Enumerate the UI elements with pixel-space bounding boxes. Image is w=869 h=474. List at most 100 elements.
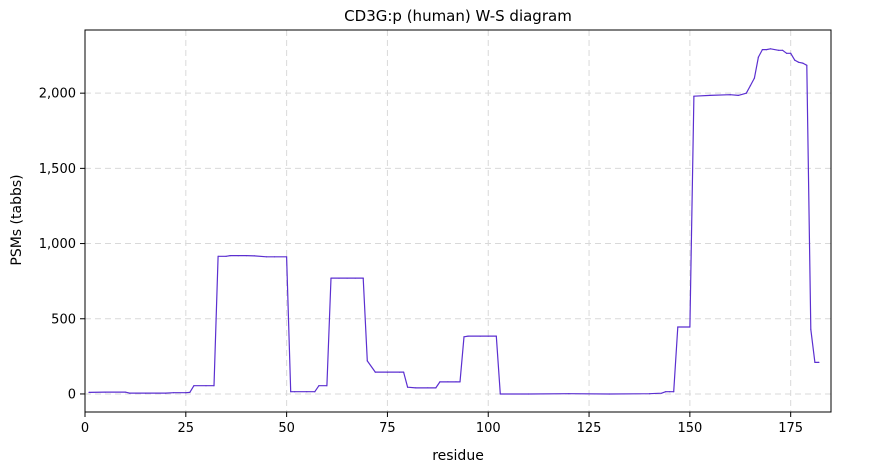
- x-tick-label: 25: [178, 421, 195, 436]
- data-point: [782, 49, 784, 51]
- data-point: [386, 371, 388, 373]
- data-point: [455, 381, 457, 383]
- data-point: [338, 277, 340, 279]
- data-point: [648, 393, 651, 395]
- data-point: [568, 393, 570, 395]
- data-point: [786, 52, 788, 54]
- data-point: [479, 335, 481, 337]
- data-point: [818, 361, 820, 363]
- data-point: [737, 94, 739, 96]
- data-point: [290, 391, 292, 393]
- y-tick-label: 1,000: [39, 237, 76, 252]
- data-point: [398, 371, 401, 373]
- y-axis: 0 500 1,000 1,500 2,000: [39, 87, 85, 402]
- data-point: [128, 392, 130, 394]
- data-point: [314, 391, 316, 393]
- data-point: [286, 256, 288, 258]
- data-point: [88, 391, 90, 393]
- data-point: [447, 381, 449, 383]
- data-point: [499, 393, 501, 395]
- x-tick-label: 75: [379, 421, 396, 436]
- data-point: [104, 391, 106, 393]
- y-tick-label: 500: [51, 312, 76, 327]
- data-point: [205, 385, 207, 387]
- data-point: [354, 277, 356, 279]
- data-point: [330, 277, 332, 279]
- data-point: [673, 391, 675, 393]
- data-point: [814, 361, 816, 363]
- data-point: [806, 64, 808, 66]
- data-point: [798, 61, 800, 63]
- data-point: [273, 256, 276, 258]
- data-point: [709, 94, 711, 96]
- grid-lines: [85, 30, 831, 412]
- data-point: [765, 49, 768, 51]
- x-tick-label: 50: [278, 421, 295, 436]
- data-point: [802, 62, 804, 64]
- data-point: [669, 391, 671, 393]
- data-point: [729, 94, 731, 96]
- data-point: [189, 391, 191, 393]
- x-tick-label: 175: [778, 421, 803, 436]
- chart-title: CD3G:p (human) W-S diagram: [344, 7, 572, 25]
- y-tick-label: 2,000: [39, 87, 76, 102]
- data-point: [193, 385, 195, 387]
- data-point: [362, 277, 364, 279]
- x-tick-label: 150: [677, 421, 702, 436]
- data-point: [749, 85, 752, 87]
- x-tick-label: 0: [81, 421, 89, 436]
- x-axis-label: residue: [432, 448, 484, 464]
- data-point: [439, 381, 441, 383]
- data-point: [173, 392, 175, 394]
- data-point: [794, 59, 796, 61]
- y-axis-label: PSMs (tabbs): [9, 174, 25, 265]
- data-point: [415, 387, 417, 389]
- data-point: [124, 391, 126, 393]
- data-point: [225, 255, 227, 257]
- x-tick-label: 100: [476, 421, 501, 436]
- data-point: [459, 381, 461, 383]
- data-point: [374, 371, 376, 373]
- x-axis: 0 25 50 75 100 125 150 175: [81, 412, 803, 436]
- data-point: [753, 77, 756, 79]
- data-point: [790, 52, 792, 54]
- data-point: [253, 255, 255, 257]
- data-point: [769, 48, 772, 50]
- data-point: [810, 328, 812, 330]
- x-tick-label: 125: [577, 421, 602, 436]
- data-point: [229, 255, 231, 257]
- data-point: [318, 385, 320, 387]
- plot-frame: [84, 29, 832, 413]
- data-point: [427, 387, 429, 389]
- data-point: [778, 49, 780, 51]
- data-point: [693, 95, 695, 97]
- data-point: [761, 49, 764, 51]
- data-point: [689, 326, 691, 328]
- data-point: [608, 393, 610, 395]
- data-point: [213, 385, 215, 387]
- data-point: [407, 386, 409, 388]
- data-point: [346, 277, 348, 279]
- data-point: [757, 56, 760, 58]
- data-point: [487, 335, 489, 337]
- data-point: [306, 391, 308, 393]
- data-point: [265, 256, 268, 258]
- data-point: [745, 92, 747, 94]
- data-point: [237, 255, 239, 257]
- data-point: [463, 336, 465, 338]
- data-point: [144, 392, 147, 394]
- data-point: [326, 385, 328, 387]
- series-line: [88, 48, 819, 395]
- data-point: [467, 335, 469, 337]
- data-point: [217, 255, 219, 257]
- y-tick-label: 0: [68, 387, 76, 402]
- data-point: [677, 326, 679, 328]
- data-point: [185, 392, 187, 394]
- data-point: [294, 391, 296, 393]
- plot-area: [88, 48, 820, 395]
- data-point: [245, 255, 247, 257]
- data-point: [366, 360, 368, 362]
- data-point: [528, 393, 530, 395]
- data-point: [661, 392, 663, 394]
